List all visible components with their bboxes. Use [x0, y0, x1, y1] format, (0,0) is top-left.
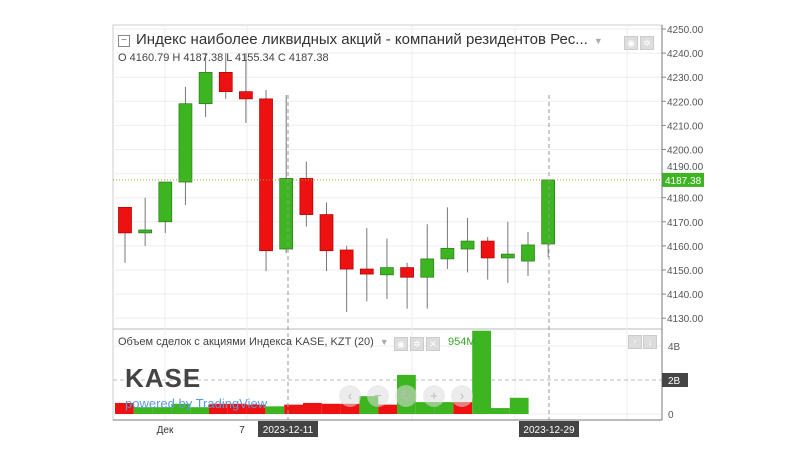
eye-icon[interactable]: ◉ [624, 36, 638, 50]
candle [339, 249, 354, 270]
crosshair-time-badge [258, 421, 318, 437]
volume-bar [472, 330, 491, 414]
crosshair-time-badge [519, 421, 579, 437]
zoom-out-button[interactable]: − [367, 385, 389, 407]
price-tick-label: 4160.00 [667, 242, 704, 253]
kase-logo: KASE [125, 363, 202, 393]
volume-bar [265, 406, 285, 414]
price-tick-label: 4230.00 [667, 73, 704, 84]
gear-icon[interactable]: ✲ [410, 337, 424, 351]
series-title: Индекс наиболее ликвидных акций - компан… [136, 31, 588, 48]
candle [380, 267, 394, 276]
chevron-down-icon[interactable]: ▼ [593, 36, 603, 46]
volume-bar [152, 407, 172, 414]
price-tick-label: 4220.00 [667, 97, 704, 108]
candle [118, 206, 132, 234]
plot-frame [112, 24, 663, 421]
ohlc-values: O 4160.79 H 4187.38 L 4155.34 C 4187.38 [118, 52, 329, 64]
volume-title: Объем сделок с акциями Индекса KASE, KZT… [118, 336, 374, 348]
volume-bar [434, 402, 454, 414]
candle [440, 247, 455, 260]
zoom-in-button[interactable]: + [423, 385, 445, 407]
last-price-label: 4187.38 [665, 176, 702, 187]
grid [112, 24, 663, 421]
candle [400, 267, 414, 278]
crosshair-time-label: 2023-12-11 [263, 425, 314, 436]
eye-icon[interactable]: ◉ [394, 337, 408, 351]
volume-bar [246, 404, 266, 414]
move-up-icon[interactable]: ↑ [628, 335, 642, 349]
candle [501, 253, 515, 259]
volume-tick-label: 0 [668, 410, 674, 421]
candle [319, 214, 334, 252]
candles [118, 53, 556, 312]
volume-bar [453, 402, 473, 414]
candle [239, 91, 253, 100]
volume-bars [115, 330, 529, 414]
volume-bar [209, 403, 228, 414]
volume-bar [491, 408, 510, 414]
volume-bar [115, 402, 134, 414]
price-tick-label: 4150.00 [667, 266, 704, 277]
candle [420, 258, 435, 278]
volume-bar [171, 403, 191, 414]
volume-bar [133, 407, 153, 414]
volume-bar [190, 407, 209, 414]
collapse-icon[interactable]: − [118, 35, 130, 47]
price-tick-label: 4200.00 [667, 146, 704, 157]
volume-tick-label: 2B [668, 376, 681, 387]
price-tick-label: 4140.00 [667, 290, 704, 301]
candle [198, 72, 213, 105]
volume-value: 954M [448, 336, 476, 348]
candle [279, 178, 294, 250]
move-down-icon[interactable]: ↓ [643, 335, 657, 349]
price-tick-label: 4130.00 [667, 314, 704, 325]
price-tick-label: 4170.00 [667, 218, 704, 229]
candle [460, 240, 475, 250]
close-icon[interactable]: ✕ [426, 337, 440, 351]
scroll-right-button[interactable]: › [451, 385, 473, 407]
volume-legend[interactable]: Объем сделок с акциями Индекса KASE, KZT… [118, 336, 389, 349]
price-tick-label: 4250.00 [667, 25, 704, 36]
powered-by-link[interactable]: powered by TradingView [125, 396, 268, 411]
volume-bar [340, 403, 360, 414]
candle [299, 178, 314, 215]
series-legend[interactable]: − Индекс наиболее ликвидных акций - компа… [118, 31, 603, 50]
candle [218, 72, 233, 93]
volume-tick-label: 4B [668, 342, 681, 353]
axes: 4250.00 4240.00 4230.00 4220.00 4210.00 4200.… [113, 25, 704, 437]
candle [259, 98, 273, 252]
volume-bar [284, 404, 303, 414]
price-tick-label: 4240.00 [667, 49, 704, 60]
time-tick-label: Дек [157, 425, 174, 436]
volume-bar [378, 404, 397, 414]
crosshair-time-label: 2023-12-29 [523, 425, 575, 436]
volume-bar [415, 402, 435, 414]
chevron-down-icon[interactable]: ▼ [379, 337, 389, 347]
volume-bar [303, 402, 322, 414]
gear-icon[interactable]: ✲ [640, 36, 654, 50]
price-tick-label: 4190.00 [667, 162, 704, 173]
volume-bar [227, 403, 247, 414]
candle [158, 181, 173, 223]
candle [541, 179, 556, 245]
candle [178, 103, 193, 183]
price-tick-label: 4180.00 [667, 194, 704, 205]
volume-bar [321, 403, 341, 414]
reset-button[interactable]: ↻ [395, 385, 417, 407]
price-tick-label: 4210.00 [667, 121, 704, 132]
candle [138, 229, 152, 234]
volume-bar [509, 397, 529, 414]
last-price-badge [662, 172, 704, 187]
candle [521, 244, 535, 262]
time-tick-label: 7 [239, 425, 245, 436]
candle [359, 268, 374, 275]
crosshair-volume-badge [662, 373, 688, 387]
candle [480, 240, 495, 259]
scroll-left-button[interactable]: ‹ [339, 385, 361, 407]
